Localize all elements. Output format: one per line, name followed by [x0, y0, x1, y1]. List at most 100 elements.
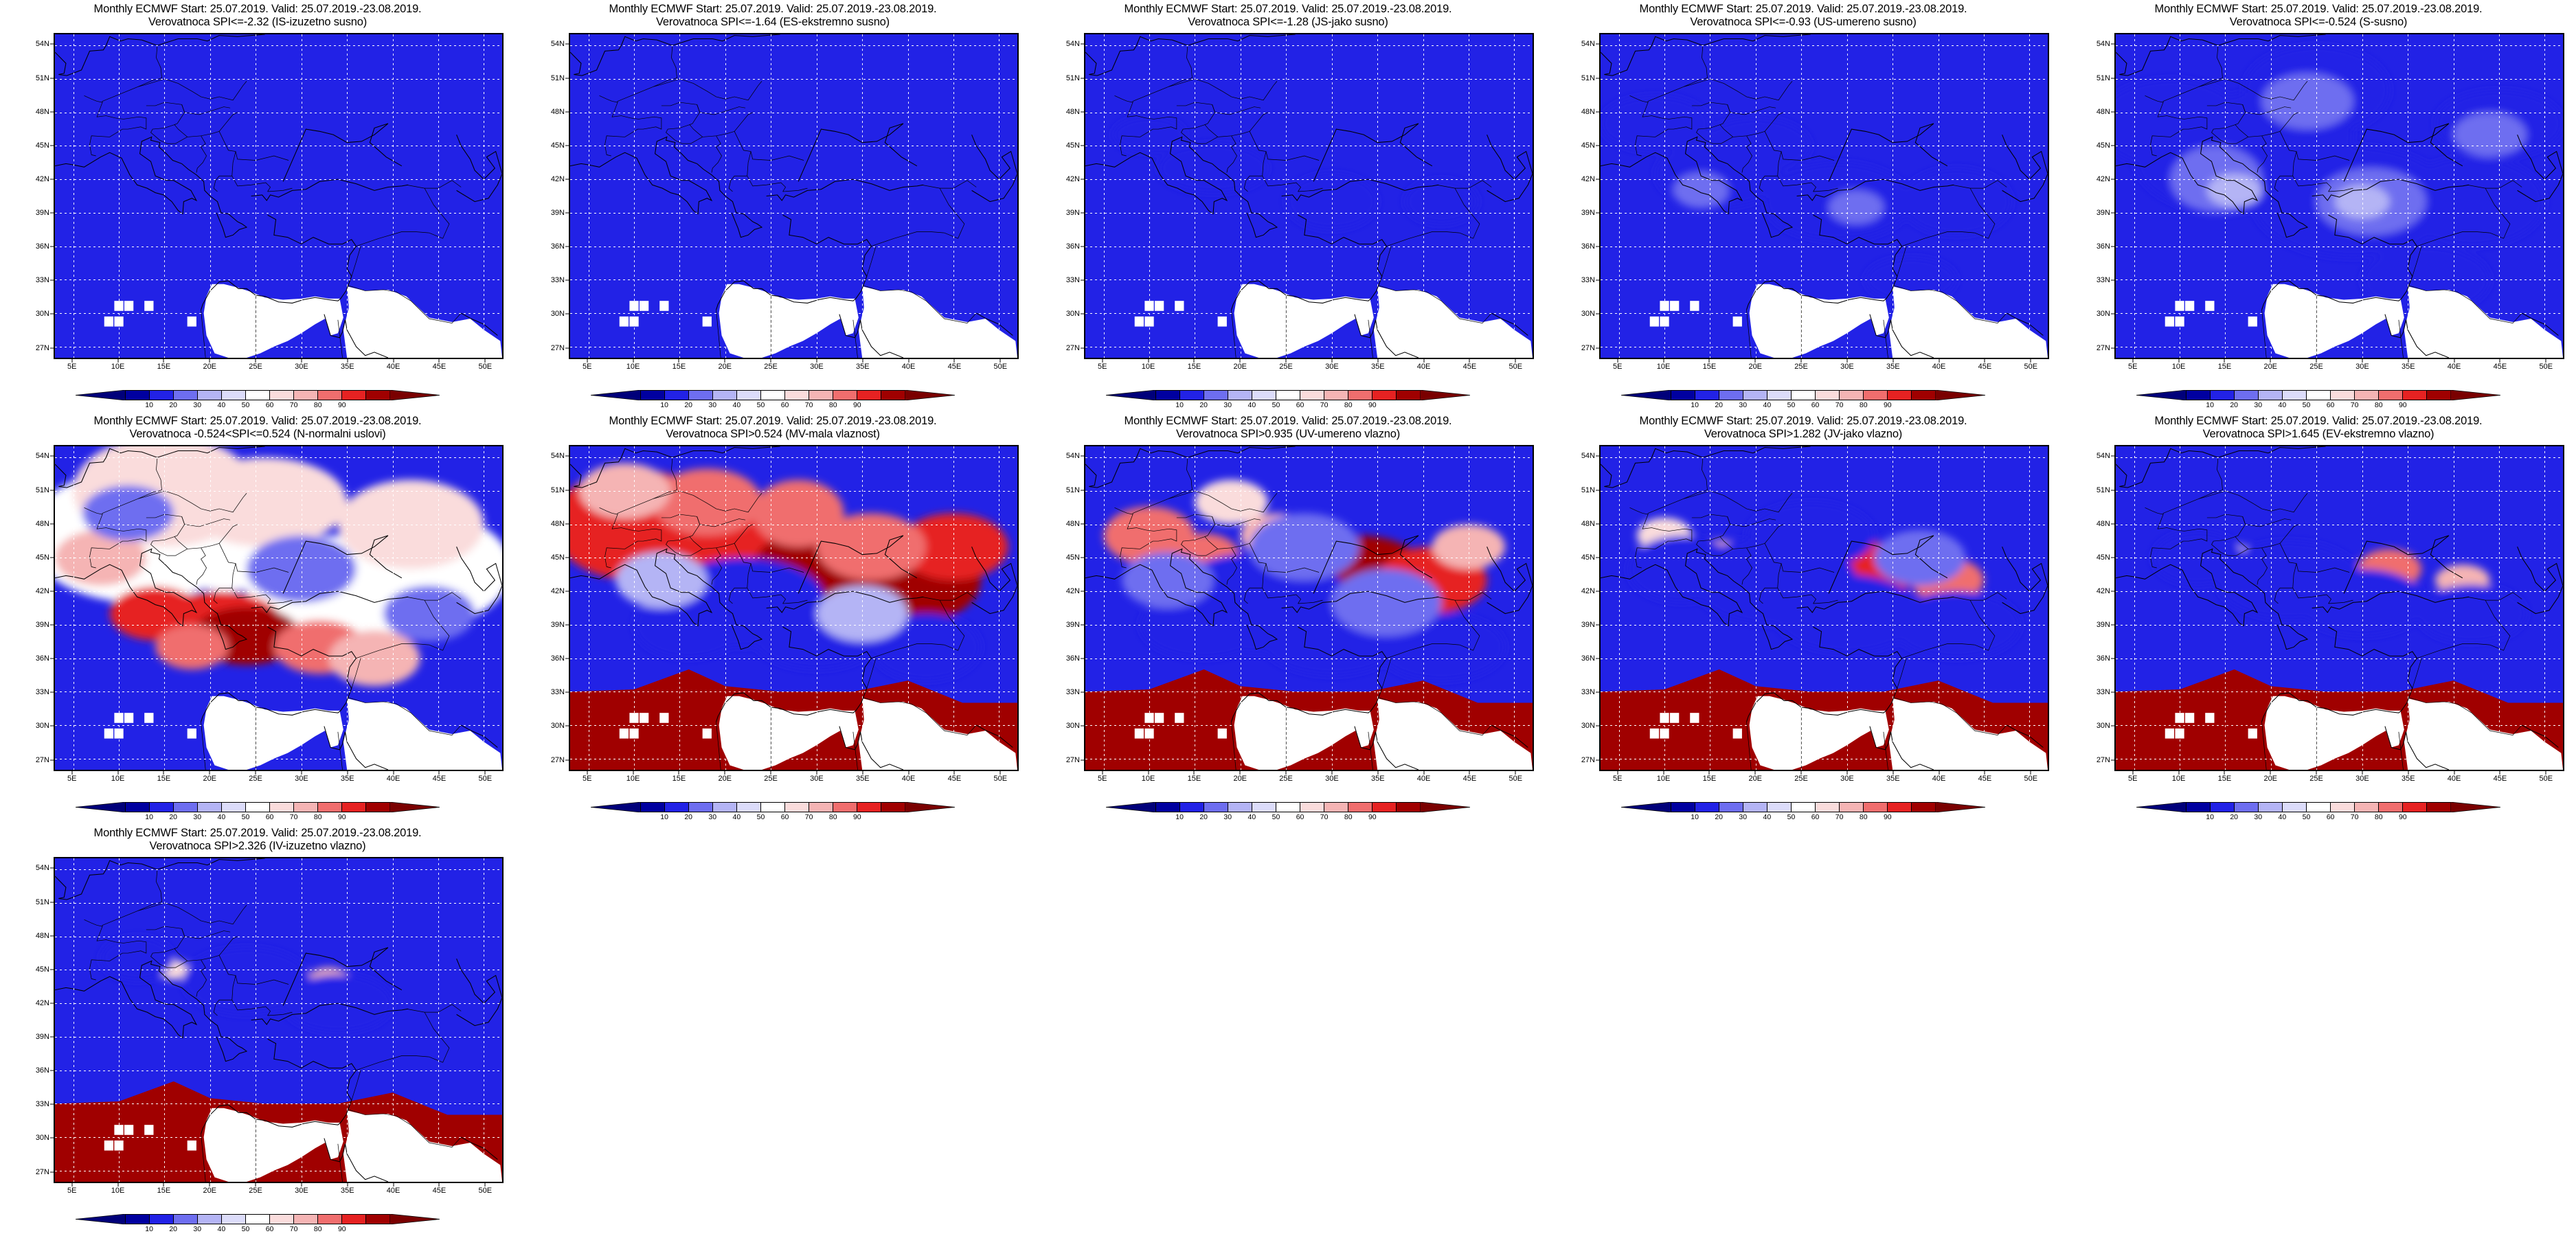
colorbar-segment	[174, 391, 198, 400]
x-axis-label: 45E	[432, 775, 447, 783]
map-plot[interactable]	[2114, 33, 2564, 359]
y-axis-tick	[1081, 455, 1084, 457]
y-axis-label: 48N	[550, 107, 565, 116]
colorbar-segment	[174, 803, 198, 812]
map-raster	[1601, 446, 2048, 770]
x-axis-tick	[1800, 771, 1802, 775]
colorbar-tick-label: 20	[2230, 401, 2239, 409]
map-raster	[2116, 446, 2563, 770]
map-plot[interactable]	[569, 445, 1019, 771]
colorbar-segment	[1695, 391, 1719, 400]
x-axis-label: 5E	[2128, 775, 2138, 783]
x-axis-tick	[163, 359, 164, 363]
colorbar-tick-label: 70	[804, 813, 813, 821]
colorbar-tick-label: 80	[2374, 813, 2383, 821]
colorbar-segment	[1671, 391, 1695, 400]
colorbar-tick-label: 90	[2398, 813, 2407, 821]
x-axis-tick	[1285, 359, 1287, 363]
map-plot[interactable]	[1599, 33, 2049, 359]
y-axis-label: 36N	[1581, 654, 1595, 663]
x-axis-label: 25E	[1794, 363, 1808, 371]
colorbar-tick-label: 40	[217, 813, 226, 821]
colorbar-segment	[1156, 803, 1180, 812]
colorbar-extend-high	[389, 802, 440, 812]
y-axis-tick	[1596, 347, 1599, 349]
colorbar-extend-low	[1106, 390, 1156, 400]
y-axis-label: 45N	[1065, 141, 1080, 150]
map-plot[interactable]	[54, 445, 504, 771]
map-plot[interactable]	[54, 33, 504, 359]
y-axis-label: 51N	[2096, 485, 2110, 494]
map-plot[interactable]	[2114, 445, 2564, 771]
y-axis-label: 27N	[2096, 755, 2110, 764]
map-plot[interactable]	[1084, 33, 1534, 359]
y-axis-label: 54N	[35, 864, 49, 873]
map-panel-n: Monthly ECMWF Start: 25.07.2019. Valid: …	[0, 412, 515, 824]
y-axis-tick	[2111, 212, 2114, 214]
colorbar-extend-low	[591, 802, 641, 812]
x-axis-label: 5E	[1098, 363, 1107, 371]
y-axis-tick	[1596, 759, 1599, 761]
y-axis-label: 48N	[1065, 107, 1080, 116]
colorbar-scale	[1671, 390, 1936, 400]
y-axis-label: 45N	[2096, 553, 2110, 562]
x-axis-label: 50E	[478, 775, 493, 783]
map-panel-jv: Monthly ECMWF Start: 25.07.2019. Valid: …	[1546, 412, 2061, 824]
colorbar-segment	[1228, 803, 1252, 812]
map-plot[interactable]	[569, 33, 1019, 359]
x-axis-tick	[2178, 771, 2180, 775]
colorbar-segment	[2235, 803, 2259, 812]
map-plot[interactable]	[1599, 445, 2049, 771]
x-axis-tick	[1708, 359, 1710, 363]
y-axis-label: 36N	[35, 242, 49, 251]
colorbar-tick-label: 60	[2326, 401, 2335, 409]
y-axis-label: 27N	[1581, 343, 1595, 352]
colorbar-tick-label: 80	[313, 813, 322, 821]
x-axis-label: 40E	[2447, 775, 2461, 783]
x-axis-label: 30E	[2355, 363, 2369, 371]
y-axis-label: 33N	[35, 276, 49, 285]
y-axis-label: 45N	[550, 141, 565, 150]
x-axis-label: 20E	[2263, 363, 2278, 371]
x-axis-tick	[999, 771, 1001, 775]
colorbar-tick-label: 40	[732, 401, 741, 409]
x-axis-label: 45E	[2493, 775, 2507, 783]
colorbar-segment	[1695, 803, 1719, 812]
colorbar-tick-label: 70	[1320, 813, 1329, 821]
x-axis-tick	[2270, 359, 2271, 363]
colorbar-segment	[641, 803, 665, 812]
y-axis-label: 45N	[35, 553, 49, 562]
colorbar-segment	[1300, 391, 1324, 400]
y-axis-tick	[2111, 557, 2114, 558]
map-plot[interactable]	[1084, 445, 1534, 771]
y-axis-label: 48N	[35, 107, 49, 116]
colorbar: 10 20 30 40 50 60 70 80 90	[76, 802, 440, 821]
y-axis-tick	[2111, 145, 2114, 146]
colorbar-tick-label: 50	[241, 401, 250, 409]
x-axis-tick	[1754, 359, 1756, 363]
colorbar-segment	[318, 1215, 342, 1224]
x-axis-tick	[816, 771, 817, 775]
colorbar-segment	[1816, 803, 1840, 812]
colorbar-segment	[294, 391, 318, 400]
x-axis-tick	[1102, 771, 1103, 775]
colorbar-tick-label: 40	[1763, 813, 1772, 821]
map-plot[interactable]	[54, 857, 504, 1183]
map-area: 54N 51N 48N 45N 42N 39N 36N 33N 30N 27N 5E 10E 15E 20…	[2097, 445, 2564, 783]
x-axis-label: 40E	[1416, 363, 1431, 371]
y-axis-tick	[1081, 347, 1084, 349]
panel-title-line1: Monthly ECMWF Start: 25.07.2019. Valid: …	[1124, 3, 1452, 15]
colorbar-segment	[198, 391, 222, 400]
panel-title-line1: Monthly ECMWF Start: 25.07.2019. Valid: …	[2154, 415, 2483, 427]
colorbar-segment	[665, 803, 689, 812]
y-axis-label: 36N	[1581, 242, 1595, 251]
colorbar-tick-label: 10	[145, 813, 153, 821]
y-axis-label: 48N	[2096, 107, 2110, 116]
x-axis-label: 35E	[855, 775, 870, 783]
x-axis-tick	[301, 771, 302, 775]
x-axis-label: 35E	[340, 775, 354, 783]
colorbar-tick-label: 70	[1320, 401, 1329, 409]
x-axis-tick	[1708, 771, 1710, 775]
y-axis-label: 51N	[1065, 485, 1080, 494]
y-axis-tick	[1081, 691, 1084, 693]
